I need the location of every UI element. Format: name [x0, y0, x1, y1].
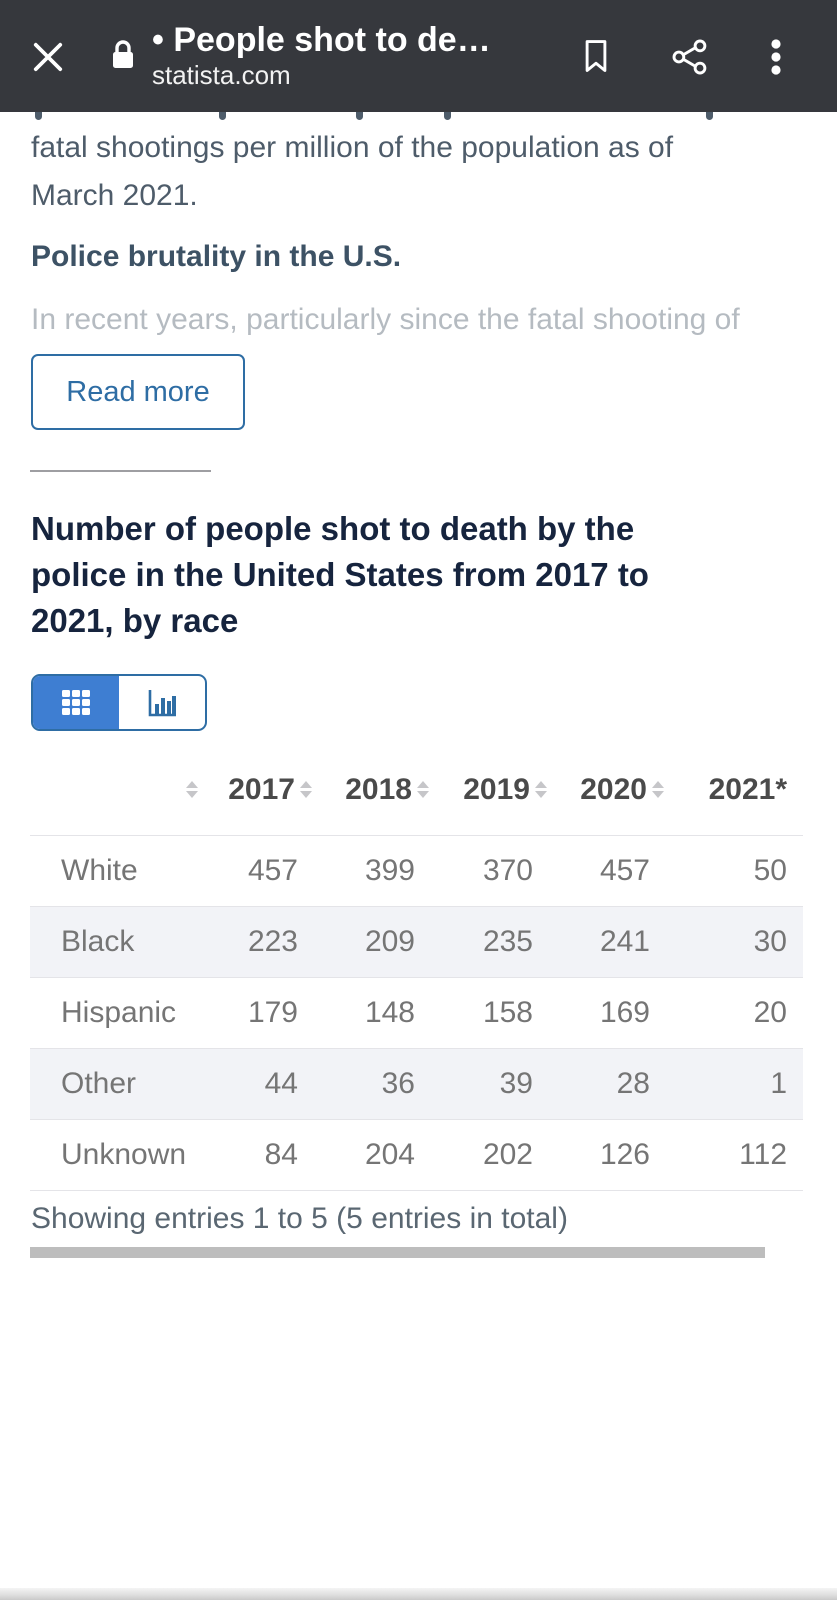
cell-unknown-2020: 126	[599, 1137, 650, 1171]
row-label: Other	[61, 1066, 137, 1100]
cell-white-2018: 399	[364, 853, 415, 887]
cell-black-2018: 209	[364, 924, 415, 958]
row-label: Unknown	[61, 1137, 187, 1171]
sort-icon	[650, 781, 666, 799]
share-button[interactable]	[668, 36, 712, 80]
sort-icon	[298, 781, 314, 799]
table-view-icon	[62, 689, 90, 715]
overflow-menu-button[interactable]	[756, 32, 796, 82]
cell-unknown-2021: 112	[739, 1137, 787, 1171]
statistic-title-line-3: 2021, by race	[31, 602, 239, 639]
cell-hispanic-2018: 148	[364, 995, 415, 1029]
cell-other-2018: 36	[381, 1066, 415, 1100]
intro-line-2: March 2021.	[31, 179, 198, 212]
sort-icon	[533, 781, 549, 799]
row-label: Hispanic	[61, 995, 177, 1029]
header-2020[interactable]: 2020	[549, 755, 666, 835]
sort-icon	[415, 781, 431, 799]
cell-black-2019: 235	[482, 924, 533, 958]
cell-white-2020: 457	[599, 853, 650, 887]
statistic-title-line-2: police in the United States from 2017 to	[31, 556, 649, 593]
header-row-label-sort[interactable]	[30, 755, 200, 835]
lock-icon[interactable]	[108, 38, 138, 74]
cell-other-2019: 39	[499, 1066, 533, 1100]
statistic-table-container: 2017 2018 2019 2020 2021*	[30, 755, 803, 1191]
table-row-unknown: Unknown 84 204 202 126 112	[30, 1119, 803, 1190]
close-button[interactable]	[26, 36, 70, 80]
bookmark-icon	[585, 39, 607, 72]
cell-hispanic-2020: 169	[599, 995, 650, 1029]
entries-summary: Showing entries 1 to 5 (5 entries in tot…	[31, 1202, 568, 1235]
cell-white-2017: 457	[247, 853, 298, 887]
browser-toolbar: • People shot to de… statista.com	[0, 0, 837, 112]
section-divider	[30, 470, 211, 472]
cell-white-2021: 50	[753, 853, 787, 887]
overflow-menu-icon	[771, 39, 781, 75]
cell-white-2019: 370	[482, 853, 533, 887]
statistic-title: Number of people shot to death by the po…	[31, 506, 649, 644]
toolbar-titles: • People shot to de… statista.com	[152, 20, 562, 90]
read-more-button[interactable]: Read more	[31, 354, 245, 430]
teaser-text: In recent years, particularly since the …	[31, 303, 740, 336]
intro-paragraph: fatal shootings per million of the popul…	[31, 124, 673, 220]
cell-unknown-2017: 84	[264, 1137, 298, 1171]
chart-view-icon	[148, 689, 176, 716]
close-icon	[33, 42, 63, 71]
row-label: White	[61, 853, 138, 887]
statistic-title-line-1: Number of people shot to death by the	[31, 510, 635, 547]
cell-black-2017: 223	[247, 924, 298, 958]
table-header-row: 2017 2018 2019 2020 2021*	[30, 755, 803, 835]
table-row-other: Other 44 36 39 28 1	[30, 1048, 803, 1119]
cell-hispanic-2017: 179	[247, 995, 298, 1029]
bottom-nav-edge	[0, 1588, 837, 1600]
sort-icon	[184, 781, 200, 799]
view-toggle	[31, 674, 207, 731]
cell-black-2020: 241	[599, 924, 650, 958]
cell-other-2021: 1	[770, 1066, 787, 1100]
horizontal-scrollbar[interactable]	[30, 1247, 765, 1258]
header-2018[interactable]: 2018	[314, 755, 431, 835]
site-domain: statista.com	[152, 60, 291, 90]
header-2021[interactable]: 2021*	[708, 772, 787, 806]
table-view-button[interactable]	[33, 676, 119, 729]
clipped-text-remnant	[0, 112, 837, 124]
page-title: • People shot to de…	[152, 21, 491, 59]
statistic-table: 2017 2018 2019 2020 2021*	[30, 755, 803, 1191]
row-label: Black	[61, 924, 135, 958]
section-heading: Police brutality in the U.S.	[31, 240, 402, 273]
cell-unknown-2019: 202	[482, 1137, 533, 1171]
chart-view-button[interactable]	[119, 676, 205, 729]
table-row-black: Black 223 209 235 241 30	[30, 906, 803, 977]
cell-hispanic-2021: 20	[753, 995, 787, 1029]
header-2017[interactable]: 2017	[200, 755, 314, 835]
cell-hispanic-2019: 158	[482, 995, 533, 1029]
cell-black-2021: 30	[753, 924, 787, 958]
cell-other-2020: 28	[616, 1066, 650, 1100]
share-icon	[672, 39, 707, 74]
cell-other-2017: 44	[264, 1066, 298, 1100]
table-row-white: White 457 399 370 457 50	[30, 835, 803, 906]
intro-line-1: fatal shootings per million of the popul…	[31, 131, 674, 164]
bookmark-button[interactable]	[574, 35, 618, 79]
cell-unknown-2018: 204	[364, 1137, 415, 1171]
table-row-hispanic: Hispanic 179 148 158 169 20	[30, 977, 803, 1048]
header-2019[interactable]: 2019	[431, 755, 549, 835]
